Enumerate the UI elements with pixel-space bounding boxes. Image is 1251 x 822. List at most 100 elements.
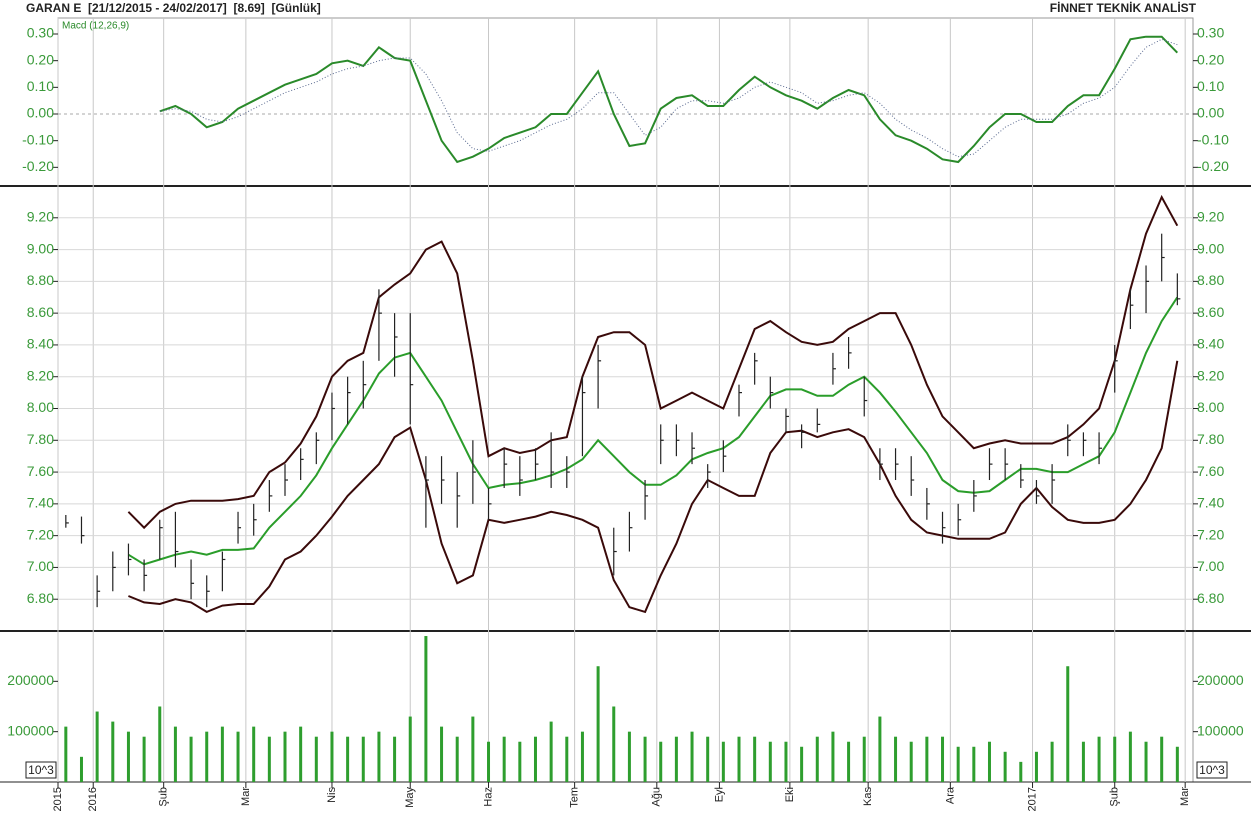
volume-bar — [487, 741, 491, 782]
y-tick-label: 8.60 — [27, 304, 54, 320]
y-tick-label: 7.60 — [1197, 463, 1224, 479]
volume-bar — [283, 731, 287, 782]
y-tick-label: 7.40 — [27, 495, 54, 511]
volume-bar — [220, 726, 224, 782]
volume-bar — [1019, 761, 1023, 782]
volume-bar — [64, 726, 68, 782]
x-tick-label: Haz — [482, 787, 494, 807]
header-info: GARAN E [21/12/2015 - 24/02/2017] [8.69]… — [26, 1, 321, 15]
volume-bar — [142, 736, 146, 782]
volume-bar — [1175, 746, 1179, 782]
volume-bar — [252, 726, 256, 782]
unit-label: 10^3 — [28, 763, 54, 777]
y-tick-label: 6.80 — [27, 590, 54, 606]
x-tick-label: Mar — [1179, 787, 1191, 806]
volume-bar — [925, 736, 929, 782]
volume-bar — [518, 741, 522, 782]
y-tick-label: 0.00 — [27, 105, 54, 121]
volume-bar — [706, 736, 710, 782]
volume-bar — [111, 721, 115, 782]
volume-bar — [1113, 736, 1117, 782]
volume-bar — [1081, 741, 1085, 782]
line-series — [127, 194, 1179, 530]
volume-bar — [1003, 751, 1007, 782]
volume-bar — [753, 736, 757, 782]
volume-bar — [612, 706, 616, 782]
y-tick-label: 9.00 — [1197, 240, 1224, 256]
y-tick-label: 8.20 — [27, 367, 54, 383]
volume-bar — [361, 736, 365, 782]
volume-bar — [1050, 741, 1054, 782]
y-tick-label: -0.20 — [22, 158, 54, 174]
volume-bar — [346, 736, 350, 782]
legend-label: Macd (12,26,9) — [62, 21, 129, 32]
volume-bar — [424, 636, 428, 782]
y-tick-label: 200000 — [7, 672, 54, 688]
x-tick-label: Mar — [240, 787, 252, 806]
volume-bar — [330, 731, 334, 782]
volume-bar — [800, 746, 804, 782]
volume-bar — [847, 741, 851, 782]
unit-label: 10^3 — [1199, 763, 1225, 777]
volume-bar — [79, 756, 83, 782]
x-tick-label: Şub — [158, 787, 170, 807]
volume-bar — [690, 731, 694, 782]
volume-bar — [408, 716, 412, 782]
y-tick-label: 8.80 — [1197, 272, 1224, 288]
y-tick-label: 200000 — [1197, 672, 1244, 688]
volume-bar — [659, 741, 663, 782]
volume-bar — [784, 741, 788, 782]
volume-bar — [95, 711, 99, 782]
unit-box — [25, 761, 57, 779]
x-tick-label: May — [404, 787, 416, 808]
line-series — [127, 296, 1179, 566]
volume-bar — [549, 721, 553, 782]
y-tick-label: 8.40 — [1197, 336, 1224, 352]
volume-bar — [721, 741, 725, 782]
volume-bar — [158, 706, 162, 782]
x-tick-label: Nis — [326, 787, 338, 803]
volume-bar — [862, 736, 866, 782]
volume-bar — [737, 736, 741, 782]
volume-bar — [987, 741, 991, 782]
volume-bar — [267, 736, 271, 782]
volume-bar — [377, 731, 381, 782]
volume-bar — [1160, 736, 1164, 782]
x-tick-label: Tem — [569, 787, 581, 808]
volume-bar — [299, 726, 303, 782]
y-tick-label: 0.30 — [27, 25, 54, 41]
volume-bar — [643, 736, 647, 782]
y-tick-label: 7.00 — [1197, 558, 1224, 574]
x-tick-label: Kas — [862, 787, 874, 806]
line-series — [128, 360, 1179, 614]
unit-box — [1196, 761, 1228, 779]
volume-bar — [205, 731, 209, 782]
y-tick-label: 8.80 — [27, 272, 54, 288]
volume-bar — [1144, 741, 1148, 782]
y-tick-label: 0.20 — [27, 51, 54, 67]
y-tick-label: 7.80 — [27, 431, 54, 447]
y-tick-label: 0.00 — [1197, 105, 1224, 121]
y-tick-label: 8.20 — [1197, 367, 1224, 383]
volume-bar — [596, 666, 600, 782]
x-tick-label: Eki — [784, 787, 796, 802]
x-tick-label: 2016 — [87, 787, 99, 811]
volume-bar — [941, 736, 945, 782]
volume-bar — [533, 736, 537, 782]
y-tick-label: -0.20 — [1197, 158, 1229, 174]
x-tick-label: 2015 — [52, 787, 64, 811]
y-tick-label: 6.80 — [1197, 590, 1224, 606]
volume-bar — [565, 736, 569, 782]
volume-bar — [768, 741, 772, 782]
volume-bar — [972, 746, 976, 782]
volume-bar — [894, 736, 898, 782]
volume-bar — [1034, 751, 1038, 782]
y-tick-label: 9.00 — [27, 240, 54, 256]
y-tick-label: 9.20 — [1197, 208, 1224, 224]
y-tick-label: 0.10 — [27, 78, 54, 94]
y-tick-label: 7.00 — [27, 558, 54, 574]
volume-bar — [956, 746, 960, 782]
y-tick-label: 100000 — [1197, 722, 1244, 738]
